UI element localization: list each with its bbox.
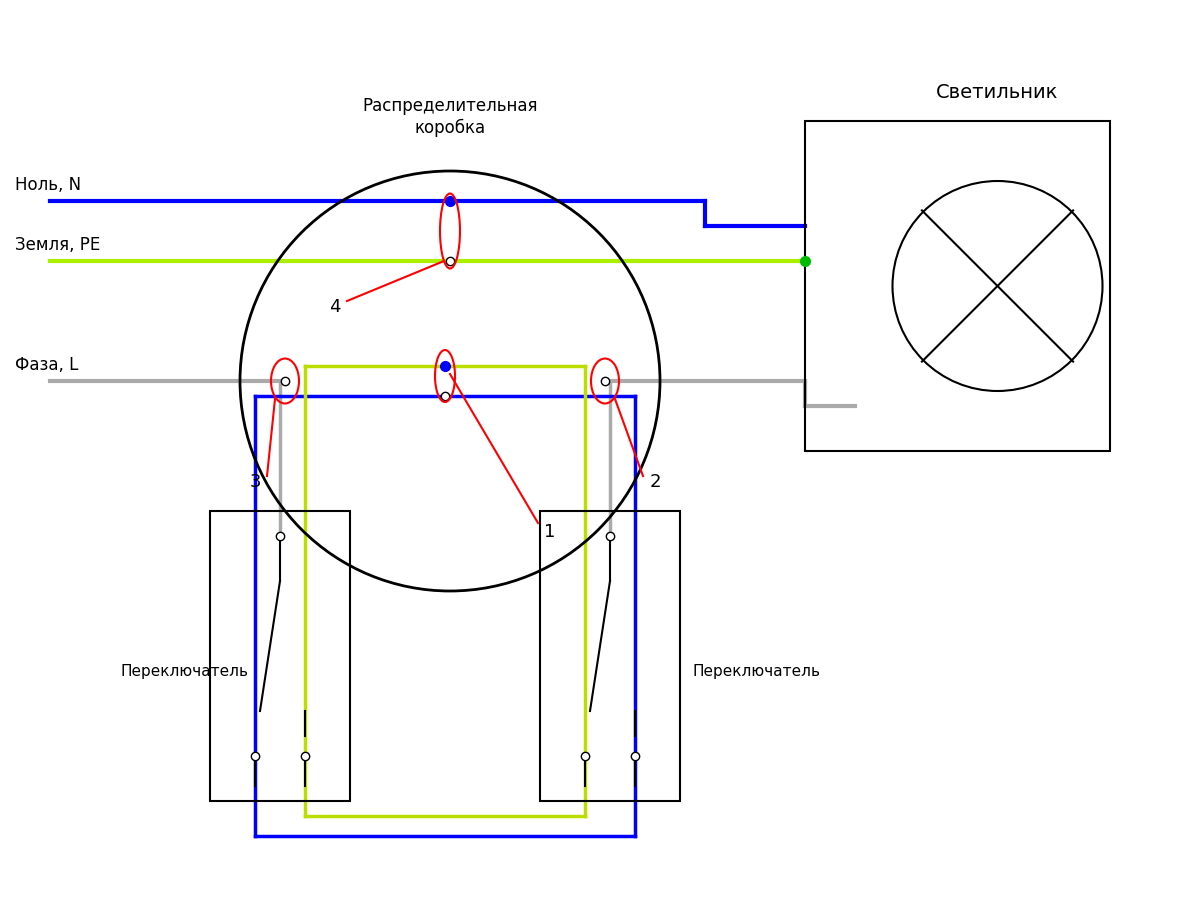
- Text: Земля, PE: Земля, PE: [16, 236, 101, 254]
- Text: 3: 3: [250, 473, 260, 490]
- Text: Ноль, N: Ноль, N: [16, 176, 82, 194]
- Bar: [805, 122, 1110, 452]
- Text: Переключатель: Переключатель: [120, 664, 248, 679]
- Text: 1: 1: [545, 522, 556, 540]
- Text: Распределительная
коробка: Распределительная коробка: [362, 97, 538, 137]
- Text: Светильник: Светильник: [936, 83, 1058, 102]
- Text: Фаза, L: Фаза, L: [16, 355, 78, 374]
- Bar: [210, 511, 350, 801]
- Text: 2: 2: [649, 473, 661, 490]
- Text: 4: 4: [329, 298, 341, 315]
- Bar: [540, 511, 680, 801]
- Text: Переключатель: Переключатель: [692, 664, 820, 679]
